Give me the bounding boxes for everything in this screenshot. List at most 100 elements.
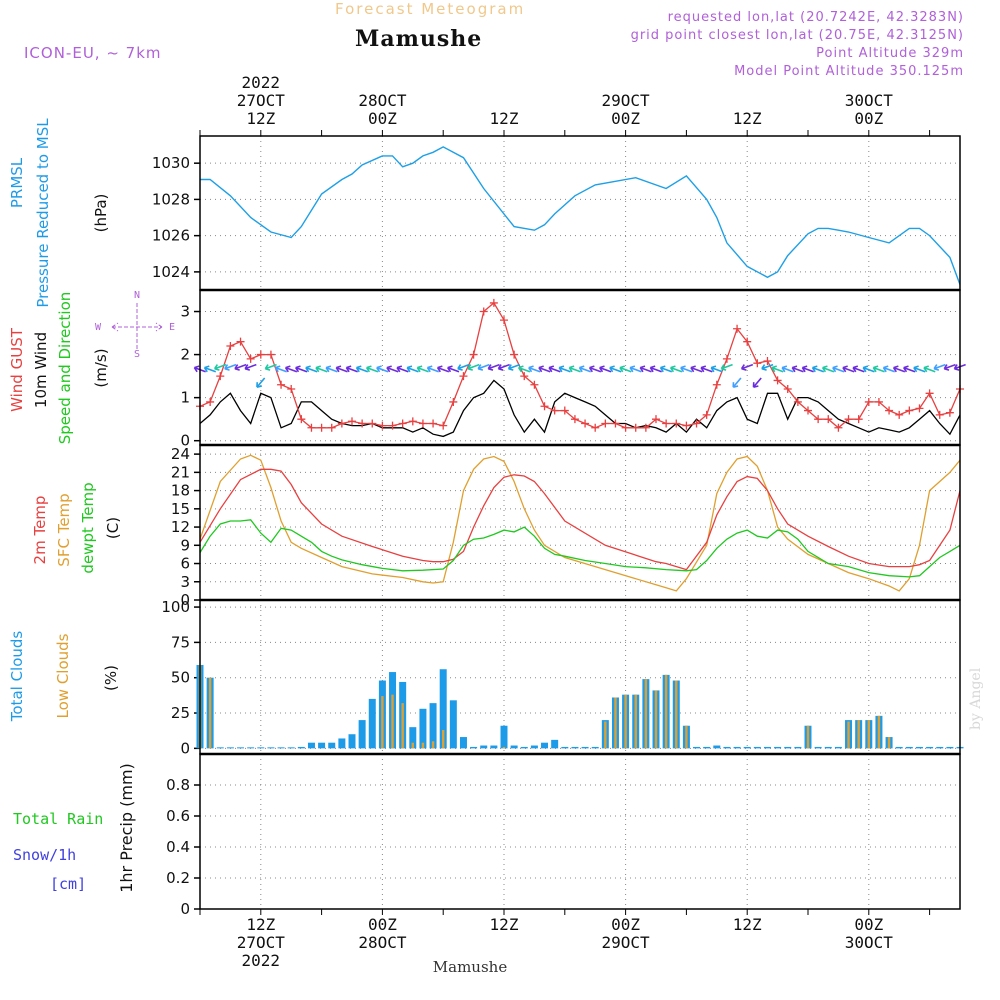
cloud-total-bar (237, 747, 245, 749)
wind-direction-arrow (548, 365, 561, 373)
gust-marker (945, 408, 954, 417)
gust-marker (236, 337, 245, 346)
wind-direction-arrow (771, 365, 784, 373)
gust-marker (874, 397, 883, 406)
wind-direction-arrow (213, 363, 227, 371)
wind-direction-arrow (761, 363, 774, 371)
wind-direction-arrow (892, 365, 906, 373)
wind-arrow-shape (690, 365, 703, 373)
y-tick-label: 3 (180, 303, 190, 321)
wind-direction-arrow (256, 377, 266, 388)
wind-direction-arrow (447, 365, 460, 373)
time-label-top: 30OCT (845, 91, 894, 110)
cloud-low-bar (664, 674, 668, 749)
gust-marker (733, 324, 742, 333)
gust-marker (804, 406, 812, 415)
gust-marker (905, 406, 914, 415)
gust-marker (317, 423, 326, 432)
cloud-total-bar (439, 669, 447, 749)
wind-arrow-shape (649, 365, 662, 373)
wind-direction-arrow (406, 365, 419, 373)
y-tick-label: 0 (180, 900, 190, 918)
wind-arrow-shape (426, 365, 439, 373)
gust-marker (591, 423, 600, 432)
wind-direction-arrow (386, 365, 399, 373)
time-label-bottom: 27OCT (237, 933, 286, 952)
gust-marker (601, 419, 610, 428)
wind-arrow-shape (943, 363, 956, 371)
gust-marker (925, 389, 934, 398)
wind-arrow-shape (284, 365, 298, 373)
cloud-low-bar (381, 696, 384, 749)
cloud-total-bar (480, 745, 488, 749)
y-tick-label: 0.4 (166, 838, 190, 856)
wind-arrow-shape (629, 365, 642, 373)
wind-arrow-shape (416, 365, 429, 373)
gust-marker (581, 419, 590, 428)
cloud-total-bar (520, 746, 528, 749)
cloud-total-bar (703, 746, 711, 749)
gust-marker (388, 421, 397, 430)
wind-arrow-shape (578, 365, 591, 373)
y-tick-label: 18 (171, 482, 190, 500)
cloud-total-bar (510, 745, 518, 749)
cloud-low-bar (685, 725, 688, 749)
wind-direction-arrow (599, 365, 612, 373)
wind-arrow-shape (558, 365, 571, 373)
wind-arrow-shape (457, 363, 470, 371)
gust-marker (206, 397, 215, 406)
wind-direction-arrow (720, 363, 733, 371)
gust-marker (256, 350, 265, 359)
wind-arrow-shape (913, 365, 926, 373)
wind-direction-arrow (416, 365, 429, 373)
wind-direction-arrow (842, 365, 855, 373)
y-tick-label: 1026 (152, 227, 190, 245)
compass-north: N (134, 290, 140, 301)
gust-marker (378, 421, 387, 430)
gust-marker (216, 372, 225, 381)
gust-marker (611, 419, 620, 428)
gust-marker (540, 402, 549, 411)
wind-arrow-shape (791, 365, 804, 373)
wind-direction-arrow (497, 363, 510, 371)
cloud-total-bar (338, 738, 346, 749)
gust-marker (398, 419, 407, 428)
wind-gust-line (199, 301, 961, 429)
temp-unit-label: (C) (104, 517, 122, 539)
wind-direction-arrow (517, 365, 531, 373)
wind-arrow-shape (487, 363, 500, 371)
bottom-station-label: Mamushe (433, 958, 508, 976)
cloud-total-bar (409, 727, 417, 749)
cloud-total-bar (784, 746, 792, 749)
wind-arrow-shape (832, 365, 845, 373)
wind-arrow-shape (811, 365, 825, 373)
panel-frame (199, 753, 961, 910)
gust-marker (662, 419, 671, 428)
y-tick-label: 0.8 (166, 776, 190, 794)
gust-marker (459, 372, 468, 381)
wind-direction-arrow (669, 365, 683, 373)
wind-direction-arrow (619, 365, 632, 373)
wind-arrow-shape (862, 365, 875, 373)
wind-direction-arrow (538, 365, 551, 373)
y-tick-label: 21 (171, 463, 190, 481)
cloud-total-bar (814, 746, 822, 749)
wind-10m-line (199, 379, 961, 438)
wind-direction-arrow (710, 365, 723, 373)
cloud-low-bar (442, 729, 445, 749)
wind-direction-arrow (396, 365, 409, 373)
y-tick-label: 15 (171, 500, 190, 518)
cloud-low-bar (411, 742, 414, 749)
cloud-total-bar (247, 747, 255, 749)
gust-marker (368, 419, 377, 428)
cloud-low-bar (421, 742, 425, 749)
cloud-low-bar (675, 680, 678, 749)
gust-marker (307, 423, 316, 432)
time-label-bottom: 12Z (246, 915, 275, 934)
cloud-low-bar (614, 697, 617, 749)
cloud-total-bar (926, 746, 934, 749)
cloud-total-bar (449, 700, 457, 749)
t2m-label: 2m Temp (31, 496, 49, 565)
gust-marker (864, 397, 873, 406)
model-altitude: Model Point Altitude 350.125m (734, 64, 964, 79)
